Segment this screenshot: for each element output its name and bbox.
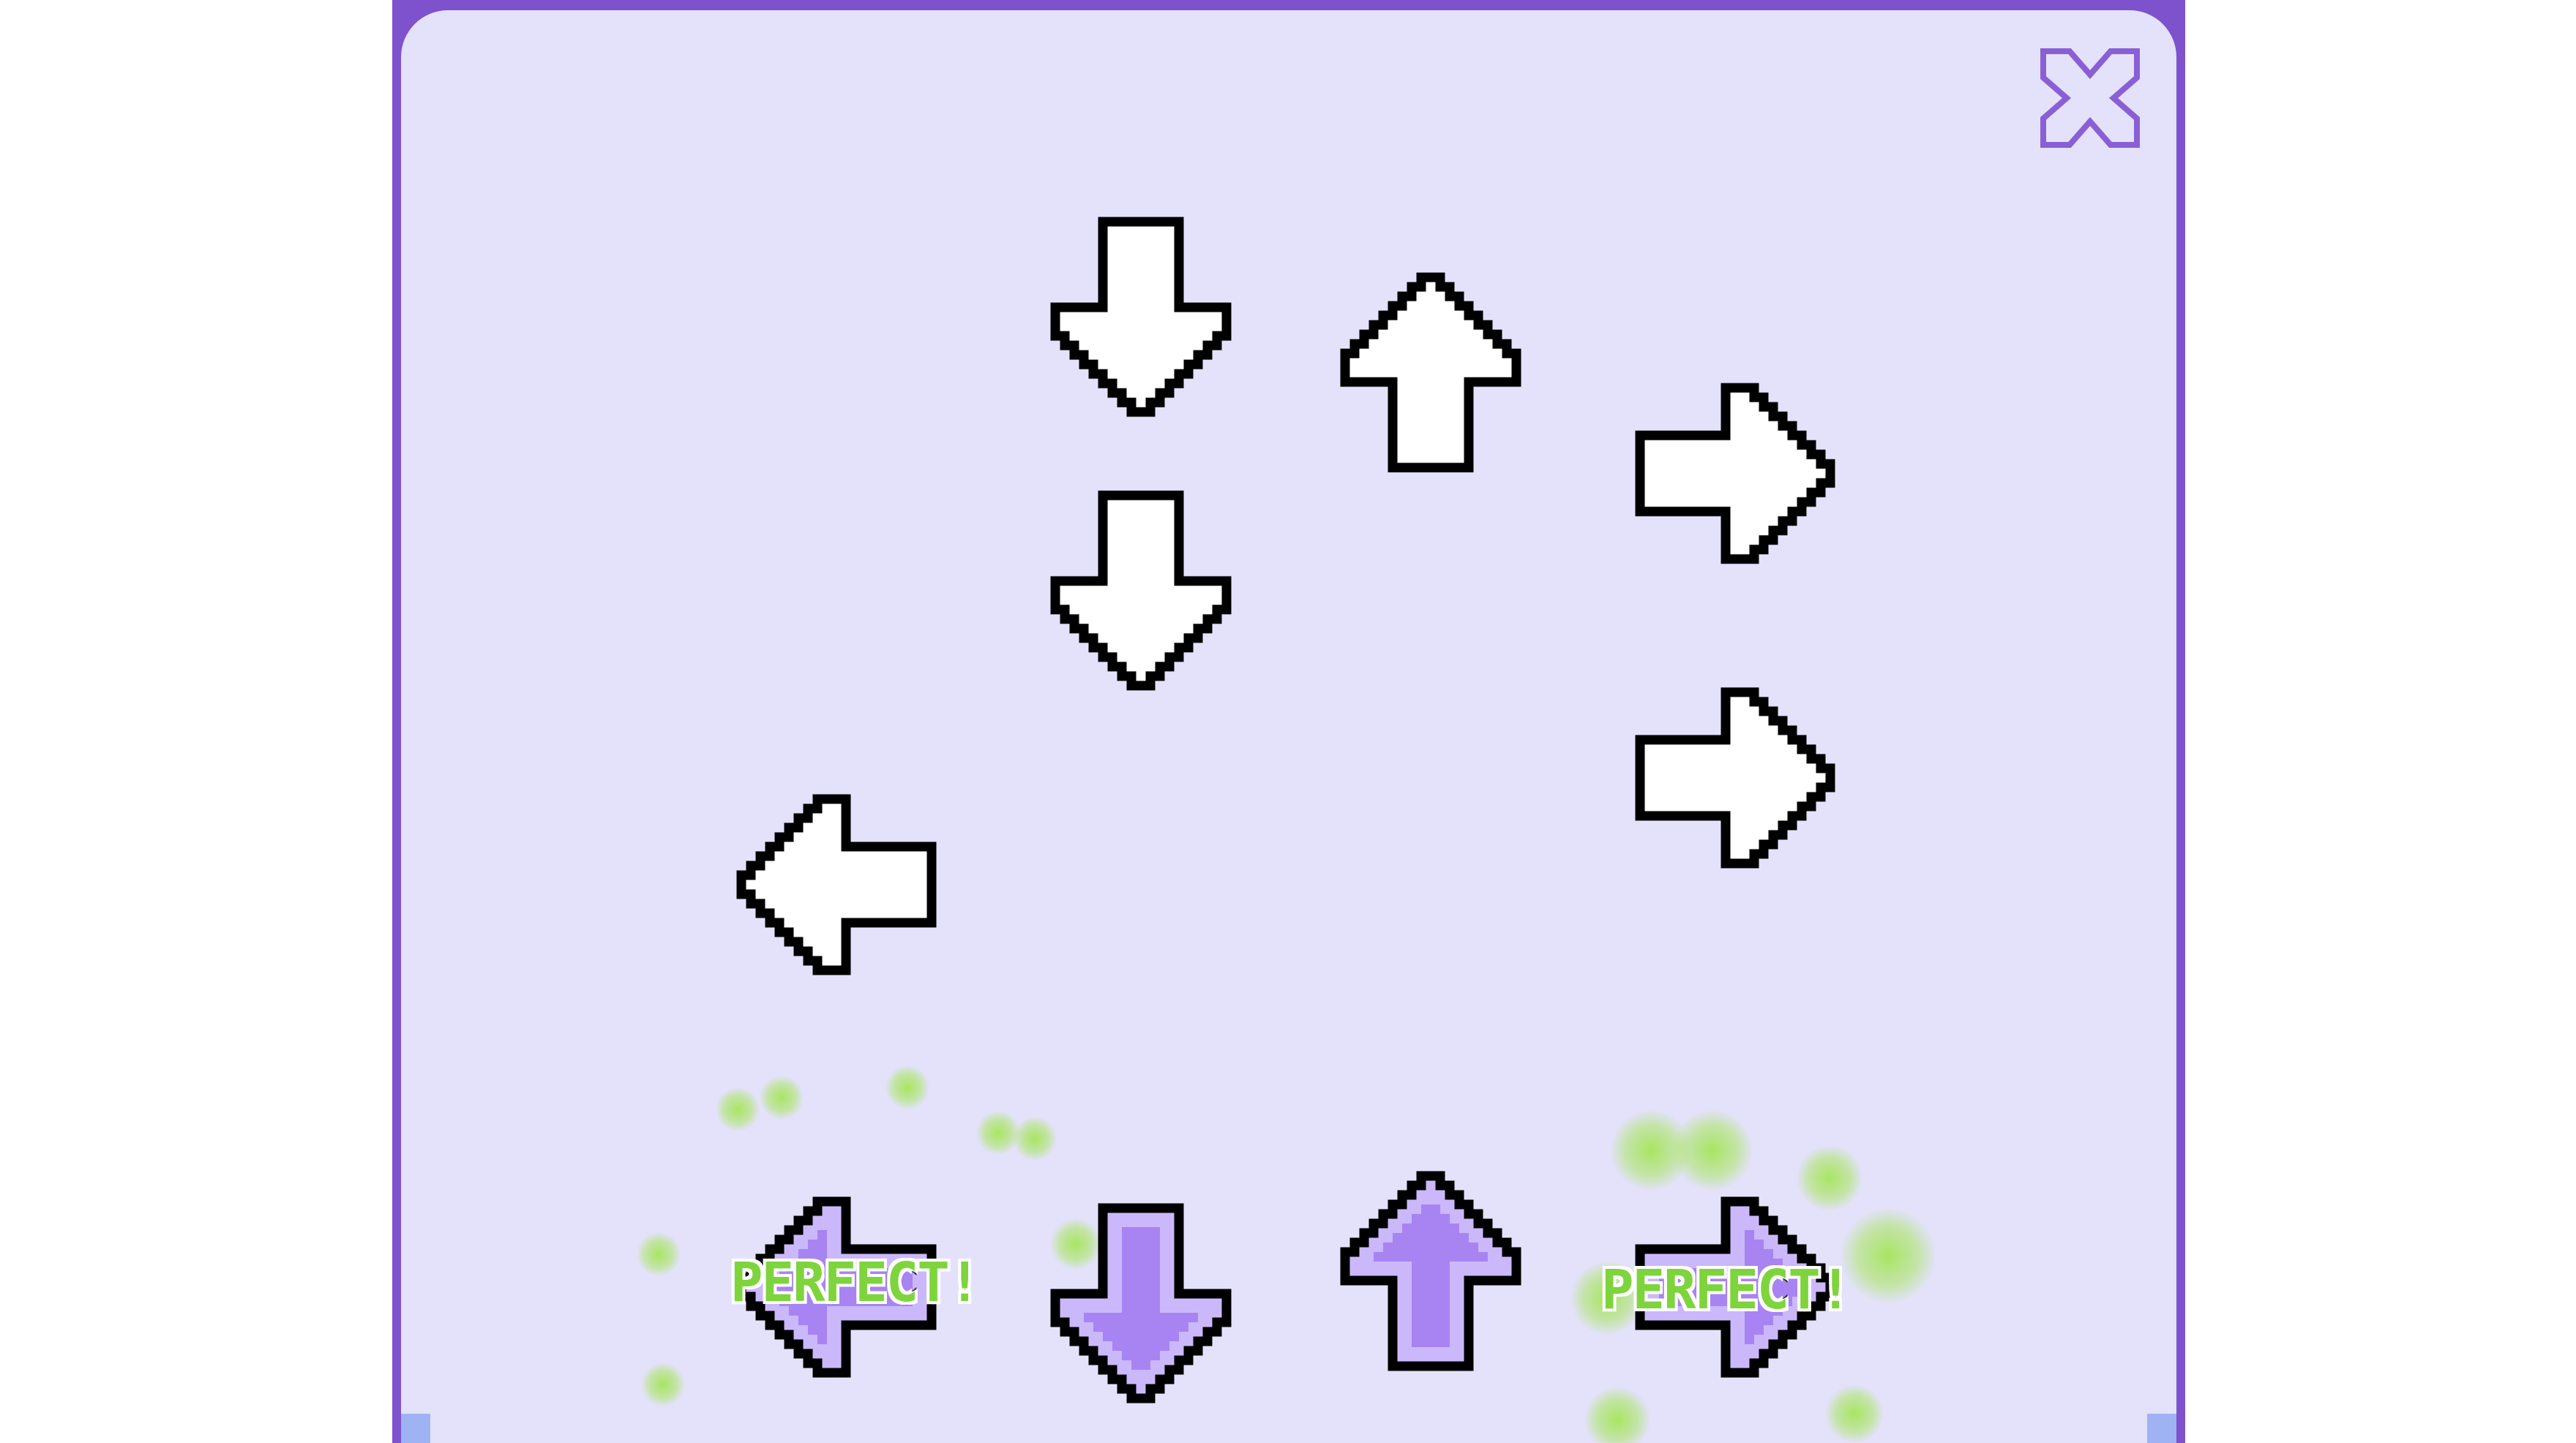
glow-particle [1825, 1384, 1884, 1443]
glow-particle [1584, 1387, 1650, 1443]
arrow-down-icon [1050, 490, 1232, 691]
receptor-down [1036, 1199, 1246, 1408]
arrow-right-icon [1635, 1196, 1835, 1378]
falling-note-left [732, 780, 941, 989]
arrow-down-icon [1050, 1203, 1232, 1403]
glow-particle [886, 1065, 929, 1109]
falling-note-right [1630, 673, 1840, 882]
falling-note-up [1326, 268, 1535, 477]
arrow-left-icon [736, 794, 937, 975]
corner-accent-right [2147, 1414, 2176, 1443]
glow-particle [1013, 1117, 1057, 1161]
arrow-right-icon [1635, 383, 1835, 564]
glow-particle [760, 1076, 804, 1120]
falling-note-down [1036, 212, 1246, 421]
glow-particle [1841, 1208, 1936, 1303]
arrow-left-icon [736, 1196, 937, 1378]
glow-particle [1050, 1218, 1101, 1270]
game-window: PERFECT! PERFECT! [392, 0, 2185, 1443]
receptor-left [732, 1182, 941, 1392]
close-button[interactable] [2040, 48, 2140, 148]
glow-particle [1570, 1262, 1644, 1335]
hit-feedback-perfect: PERFECT! [1599, 1259, 1853, 1322]
hit-feedback-perfect: PERFECT! [728, 1251, 982, 1314]
corner-accent-left [401, 1414, 430, 1443]
receptor-right [1630, 1182, 1840, 1392]
close-x-icon [2040, 48, 2140, 148]
glow-particle [641, 1363, 685, 1406]
falling-note-down [1036, 486, 1246, 695]
falling-note-right [1630, 369, 1840, 578]
arrow-right-icon [1635, 687, 1835, 869]
arrow-up-icon [1340, 1171, 1521, 1371]
arrow-up-icon [1340, 272, 1521, 473]
arrow-down-icon [1050, 217, 1232, 417]
glow-particle [1797, 1145, 1862, 1211]
glow-particle [637, 1232, 681, 1276]
game-panel [401, 10, 2176, 1443]
glow-particle [1672, 1110, 1753, 1191]
receptor-up [1326, 1166, 1535, 1376]
glow-particle [716, 1087, 760, 1131]
